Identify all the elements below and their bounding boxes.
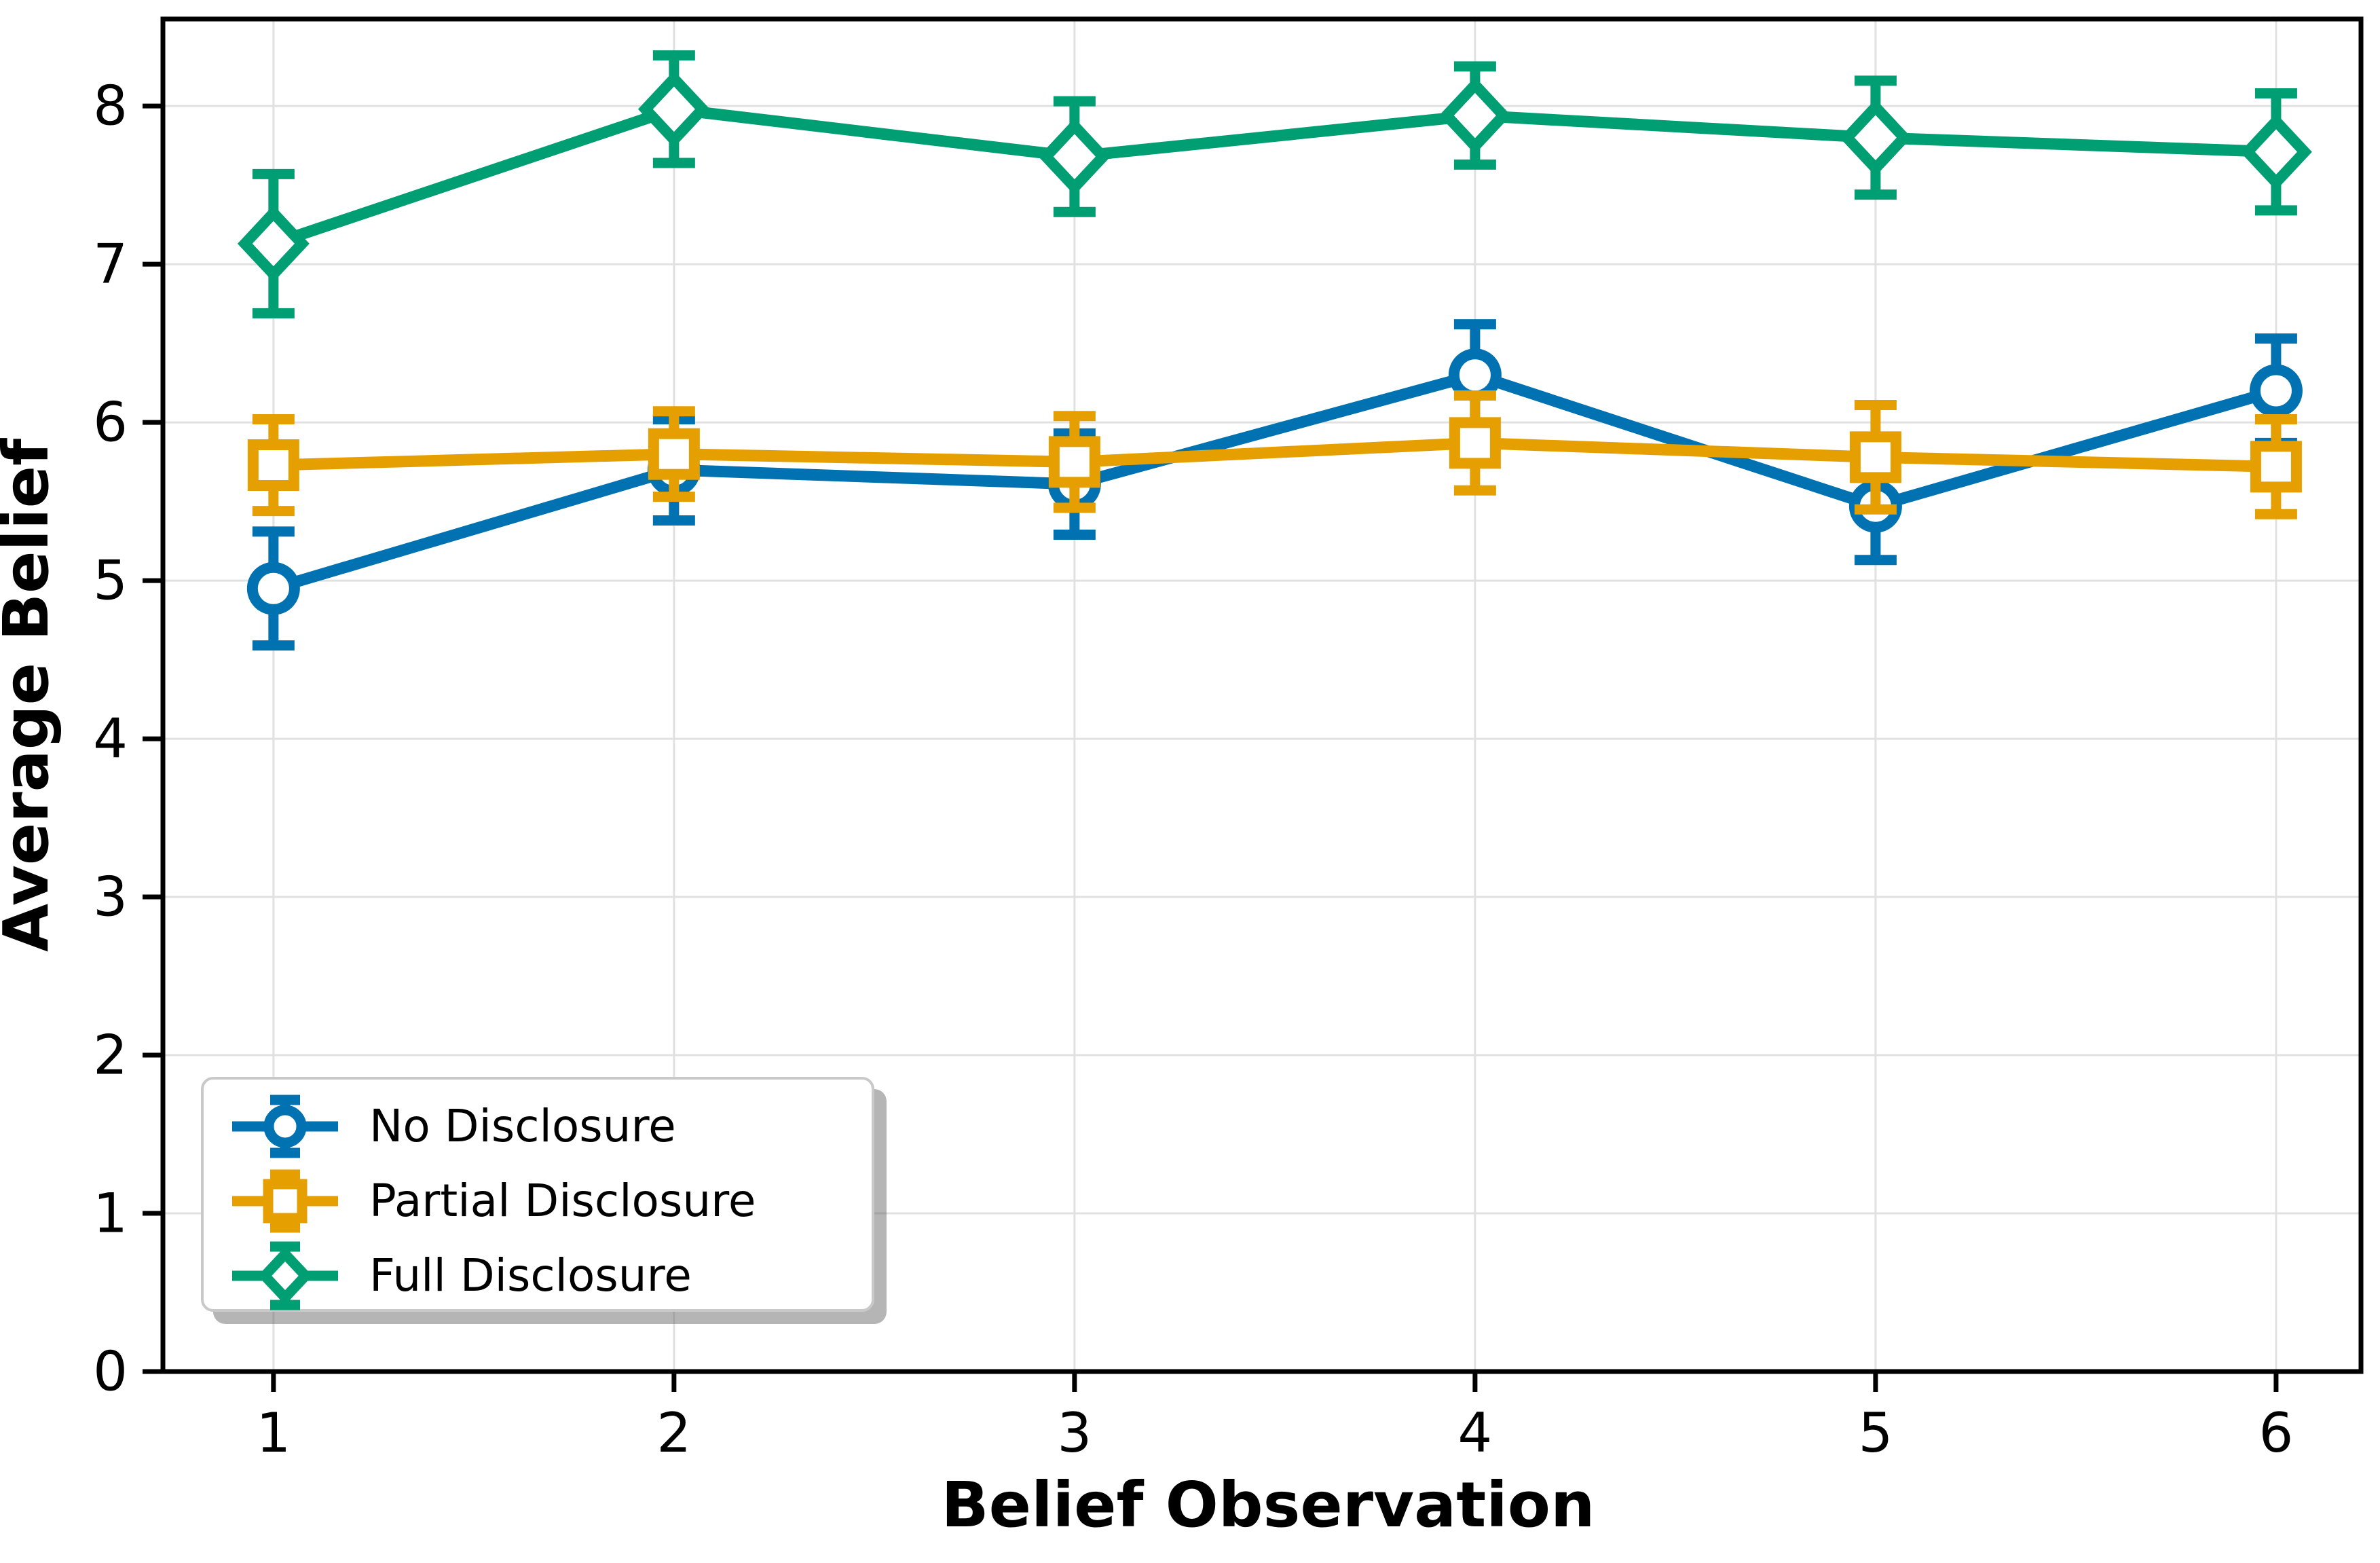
circle-marker [2249, 364, 2303, 418]
y-tick-label: 5 [93, 549, 128, 612]
series-line [267, 369, 2282, 595]
diamond-marker [2239, 113, 2312, 191]
square-marker [1449, 417, 1501, 469]
partial-disclosure-errorbar-square-icon [232, 1169, 338, 1233]
no-disclosure-errorbar-circle-icon [232, 1095, 338, 1158]
diamond-marker [637, 71, 710, 148]
square-marker [1048, 436, 1100, 488]
series-line [267, 437, 2282, 473]
diamond-marker [1038, 117, 1111, 196]
x-tick-label: 3 [1057, 1401, 1092, 1465]
axes: 0 1 2 3 4 5 6 7 8 1 2 3 4 5 6 [93, 16, 2364, 1465]
data-series [237, 50, 2312, 651]
y-tick-label: 6 [93, 391, 128, 454]
diamond-marker [237, 205, 310, 282]
full-disclosure-errorbar-diamond-icon [232, 1241, 338, 1310]
legend-label: No Disclosure [369, 1100, 676, 1152]
x-tick-label: 4 [1457, 1401, 1492, 1465]
square-marker [1849, 431, 1901, 483]
y-tick-label: 4 [93, 707, 128, 771]
x-tick-label: 5 [1858, 1401, 1893, 1465]
square-marker [247, 439, 299, 492]
legend-item-no-disclosure: No Disclosure [229, 1089, 858, 1164]
y-tick-label: 1 [93, 1182, 128, 1245]
legend-item-partial-disclosure: Partial Disclosure [229, 1164, 858, 1238]
legend-label: Full Disclosure [369, 1249, 692, 1302]
y-tick-label: 2 [93, 1024, 128, 1087]
gridlines [163, 19, 2361, 1372]
y-tick-label: 0 [93, 1340, 128, 1403]
y-axis-label: Average Belief [0, 438, 62, 952]
legend-label: Partial Disclosure [369, 1175, 756, 1227]
y-tick-label: 3 [93, 866, 128, 929]
legend: No Disclosure Partial Disclosure Full Di… [201, 1077, 874, 1312]
y-tick-label: 7 [93, 233, 128, 296]
square-marker [2250, 441, 2302, 493]
x-axis-label: Belief Observation [942, 1469, 1595, 1541]
series-no-disclosure [246, 319, 2303, 651]
plot-border [160, 16, 2364, 1374]
circle-marker [1448, 348, 1502, 402]
series-line [267, 103, 2282, 250]
series-full-disclosure [237, 50, 2312, 318]
x-tick-label: 2 [656, 1401, 691, 1465]
legend-item-full-disclosure: Full Disclosure [229, 1238, 858, 1313]
x-tick-label: 6 [2258, 1401, 2293, 1465]
circle-marker [246, 562, 300, 615]
diamond-marker [1438, 77, 1511, 154]
y-tick-label: 8 [93, 75, 128, 138]
x-tick-label: 1 [256, 1401, 291, 1465]
diamond-marker [1839, 99, 1912, 177]
series-partial-disclosure [247, 390, 2302, 519]
square-marker [648, 428, 700, 480]
